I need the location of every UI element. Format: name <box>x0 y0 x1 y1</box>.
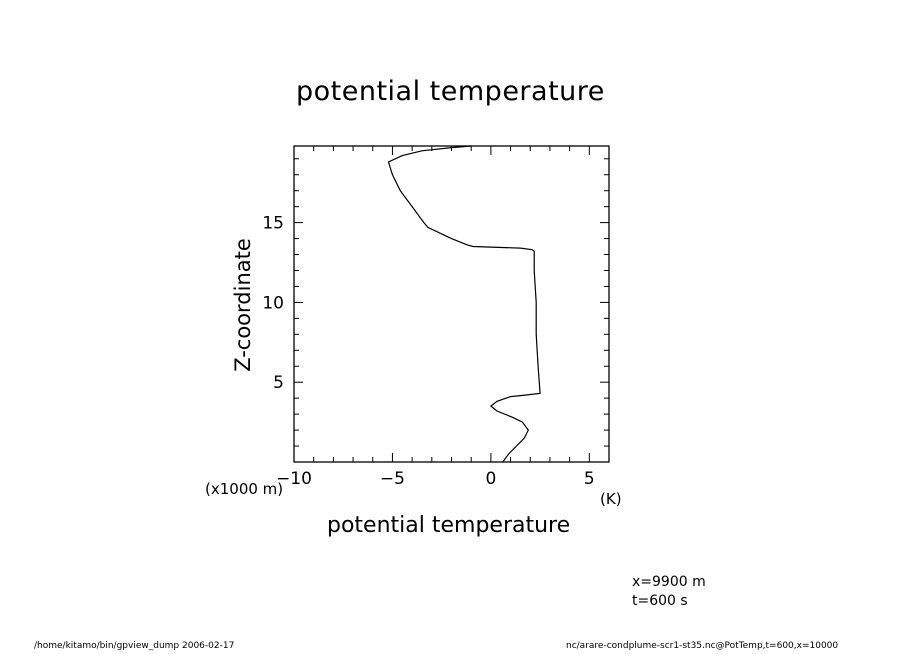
ticks <box>293 146 610 463</box>
x-tick-label: 0 <box>485 469 496 489</box>
info-time: t=600 s <box>632 593 688 609</box>
axes-box <box>293 145 610 463</box>
footer-left: /home/kitamo/bin/gpview_dump 2006-02-17 <box>34 641 235 651</box>
chart-title: potential temperature <box>296 76 605 107</box>
y-tick-label: 10 <box>262 293 284 313</box>
x-axis-unit: (K) <box>600 490 622 508</box>
axes-frame <box>293 145 610 463</box>
y-tick-label: 15 <box>262 214 284 234</box>
footer-right: nc/arare-condplume-scr1-st35.nc@PotTemp,… <box>566 641 839 651</box>
y-axis-unit: (x1000 m) <box>205 480 284 498</box>
y-axis-label: Z-coordinate <box>231 238 255 372</box>
y-tick-label: 5 <box>273 373 284 393</box>
x-axis-label: potential temperature <box>327 513 571 538</box>
x-tick-label: −10 <box>276 469 312 489</box>
tick-labels: −10 −5 0 5 5 10 15 <box>262 214 594 489</box>
x-tick-label: −5 <box>380 469 405 489</box>
info-x-position: x=9900 m <box>632 574 706 590</box>
x-tick-label: 5 <box>584 469 595 489</box>
profile-line <box>387 145 541 463</box>
